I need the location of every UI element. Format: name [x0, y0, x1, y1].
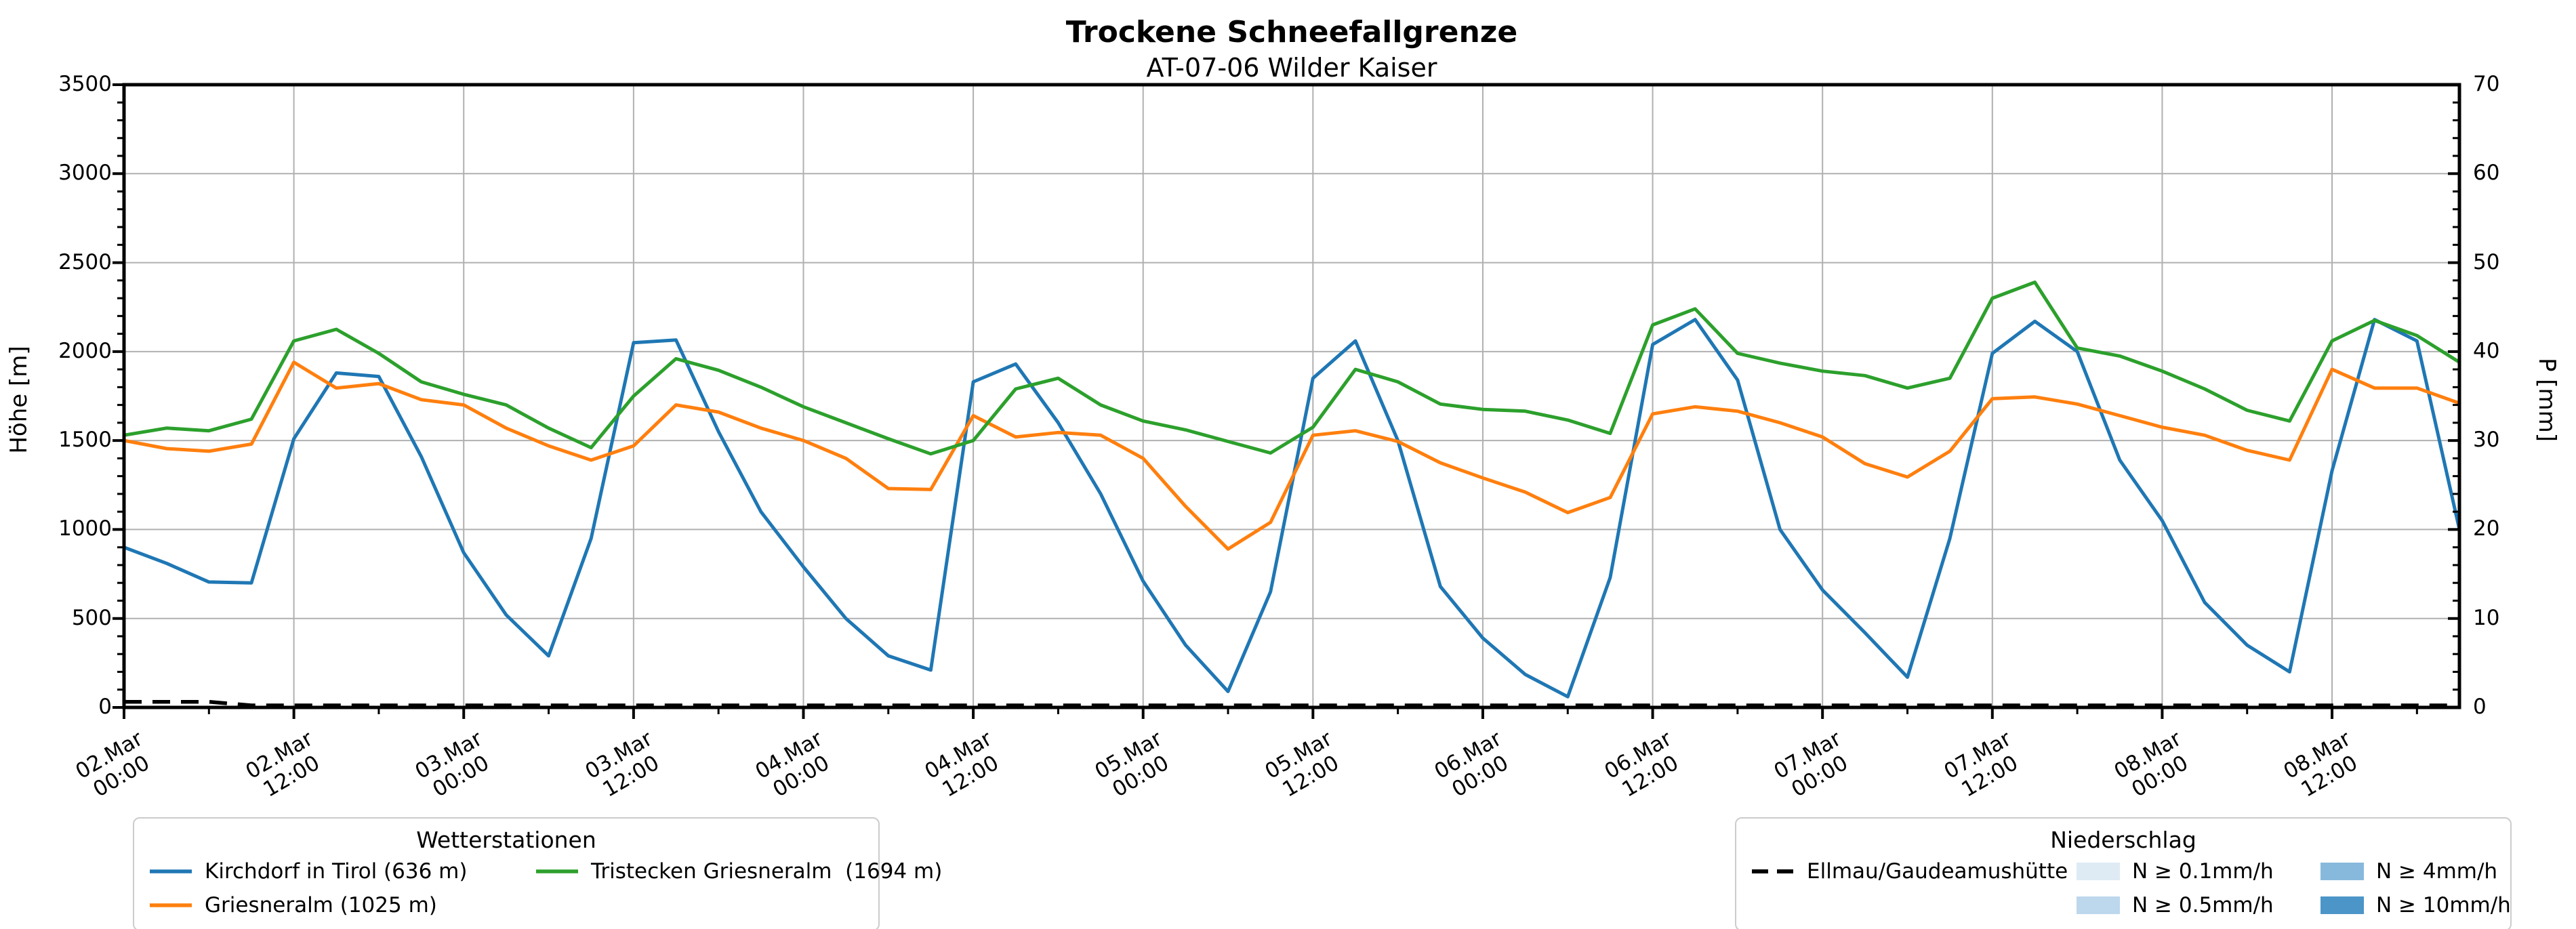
- series-ellmau-gaudeamush-tte: [124, 699, 2459, 707]
- dashed-line-sample-icon: [1752, 869, 1794, 873]
- series-kirchdorf-in-tirol-636-m: [124, 318, 2459, 699]
- y-tick-label-left: 1000: [58, 516, 112, 541]
- chart-subtitle: AT-07-06 Wilder Kaiser: [1146, 53, 1437, 83]
- legend-item-n4: N ≥ 4mm/h: [2321, 856, 2511, 886]
- y-tick-label-left: 2500: [58, 249, 112, 274]
- series-tristecken-griesneralm-1694-m: [124, 281, 2459, 456]
- chart-title: Trockene Schneefallgrenze: [1065, 15, 1518, 49]
- legend-item-ellmau: Ellmau/Gaudeamushütte: [1751, 856, 2068, 886]
- series-griesneralm-1025-m: [124, 360, 2459, 551]
- y-tick-label-right: 20: [2473, 516, 2500, 541]
- legend-item-n01: N ≥ 0.1mm/h: [2077, 856, 2300, 886]
- y-tick-label-right: 10: [2473, 605, 2500, 630]
- y-tick-label-left: 2000: [58, 338, 112, 363]
- grid-lines: [124, 85, 2459, 707]
- axis-ticks: [113, 83, 2459, 719]
- legend-item-tristecken: Tristecken Griesneralm (1694 m): [535, 856, 942, 886]
- precip-patch-icon: [2077, 863, 2120, 880]
- legend-item-n05-label: N ≥ 0.5mm/h: [2132, 893, 2274, 917]
- y-tick-label-right: 0: [2473, 695, 2487, 719]
- y-tick-label-right: 40: [2473, 338, 2500, 363]
- legend-item-tristecken-label: Tristecken Griesneralm (1694 m): [591, 859, 943, 884]
- y-tick-label-right: 60: [2473, 161, 2500, 186]
- legend-weather-stations: Wetterstationen Kirchdorf in Tirol (636 …: [133, 817, 942, 929]
- line-sample-icon: [536, 869, 578, 873]
- legend-item-ellmau-label: Ellmau/Gaudeamushütte: [1807, 859, 2068, 884]
- legend-item-n10-label: N ≥ 10mm/h: [2376, 893, 2511, 917]
- precip-patch-icon: [2321, 896, 2364, 914]
- legend-item-kirchdorf: Kirchdorf in Tirol (636 m): [149, 856, 515, 886]
- legend-item-griesneralm: Griesneralm (1025 m): [149, 890, 515, 920]
- y-tick-label-left: 1500: [58, 428, 112, 453]
- legend-item-n10: N ≥ 10mm/h: [2321, 890, 2511, 920]
- line-sample-icon: [150, 869, 192, 873]
- legend-item-n05: N ≥ 0.5mm/h: [2077, 890, 2300, 920]
- legend-item-griesneralm-label: Griesneralm (1025 m): [205, 893, 437, 917]
- y-tick-label-left: 0: [98, 695, 112, 719]
- legend-precip-title: Niederschlag: [2050, 827, 2196, 853]
- precip-patch-icon: [2077, 896, 2120, 914]
- legend-item-kirchdorf-label: Kirchdorf in Tirol (636 m): [205, 859, 468, 884]
- legend-item-n01-label: N ≥ 0.1mm/h: [2132, 859, 2274, 884]
- precip-patch-icon: [2321, 863, 2364, 880]
- y-tick-label-left: 3000: [58, 161, 112, 186]
- y-tick-label-left: 500: [71, 605, 112, 630]
- y-axis-label-right: P [mm]: [2533, 357, 2560, 442]
- y-tick-label-left: 3500: [58, 72, 112, 96]
- y-tick-label-right: 30: [2473, 428, 2500, 453]
- y-tick-label-right: 70: [2473, 72, 2500, 96]
- axes-frame: [122, 83, 2461, 709]
- axes-spines: [122, 83, 2461, 709]
- legend-precipitation: Niederschlag Ellmau/Gaudeamushütte N ≥ 0.…: [1735, 817, 2512, 929]
- data-series: [124, 281, 2459, 707]
- legend-item-n4-label: N ≥ 4mm/h: [2376, 859, 2498, 884]
- legend-weather-title: Wetterstationen: [416, 827, 596, 853]
- y-tick-label-right: 50: [2473, 249, 2500, 274]
- y-axis-label-left: Höhe [m]: [5, 346, 33, 454]
- line-sample-icon: [150, 903, 192, 907]
